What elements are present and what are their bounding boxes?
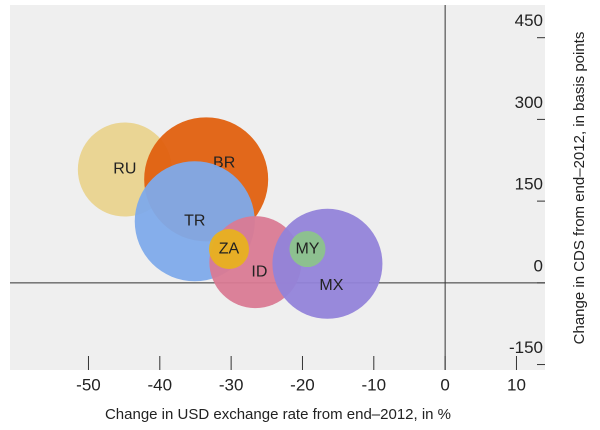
x-tick-label: 0: [440, 375, 449, 394]
bubble-label: ZA: [219, 240, 240, 257]
bubble: [289, 231, 326, 268]
y-tick-label: 0: [534, 256, 543, 275]
bubble-label: MX: [319, 277, 343, 294]
bubble-label: ID: [251, 263, 267, 280]
x-axis-title: Change in USD exchange rate from end–201…: [105, 406, 451, 423]
y-tick-label: 450: [515, 11, 543, 30]
y-tick-label: 150: [515, 175, 543, 194]
bubble-label: MY: [295, 240, 319, 257]
y-tick-label: 300: [515, 93, 543, 112]
bubble-label: RU: [113, 161, 136, 178]
x-tick-label: -30: [219, 375, 244, 394]
x-tick-label: -40: [148, 375, 173, 394]
bubble: [208, 229, 249, 270]
bubble-label: TR: [184, 212, 205, 229]
x-tick-label: -20: [290, 375, 315, 394]
y-tick-label: -150: [509, 338, 543, 357]
x-tick-label: 10: [507, 375, 526, 394]
y-axis-title: Change in CDS from end–2012, in basis po…: [571, 32, 588, 345]
x-tick-label: -10: [362, 375, 387, 394]
bubble: [272, 208, 383, 319]
x-tick-label: -50: [76, 375, 101, 394]
